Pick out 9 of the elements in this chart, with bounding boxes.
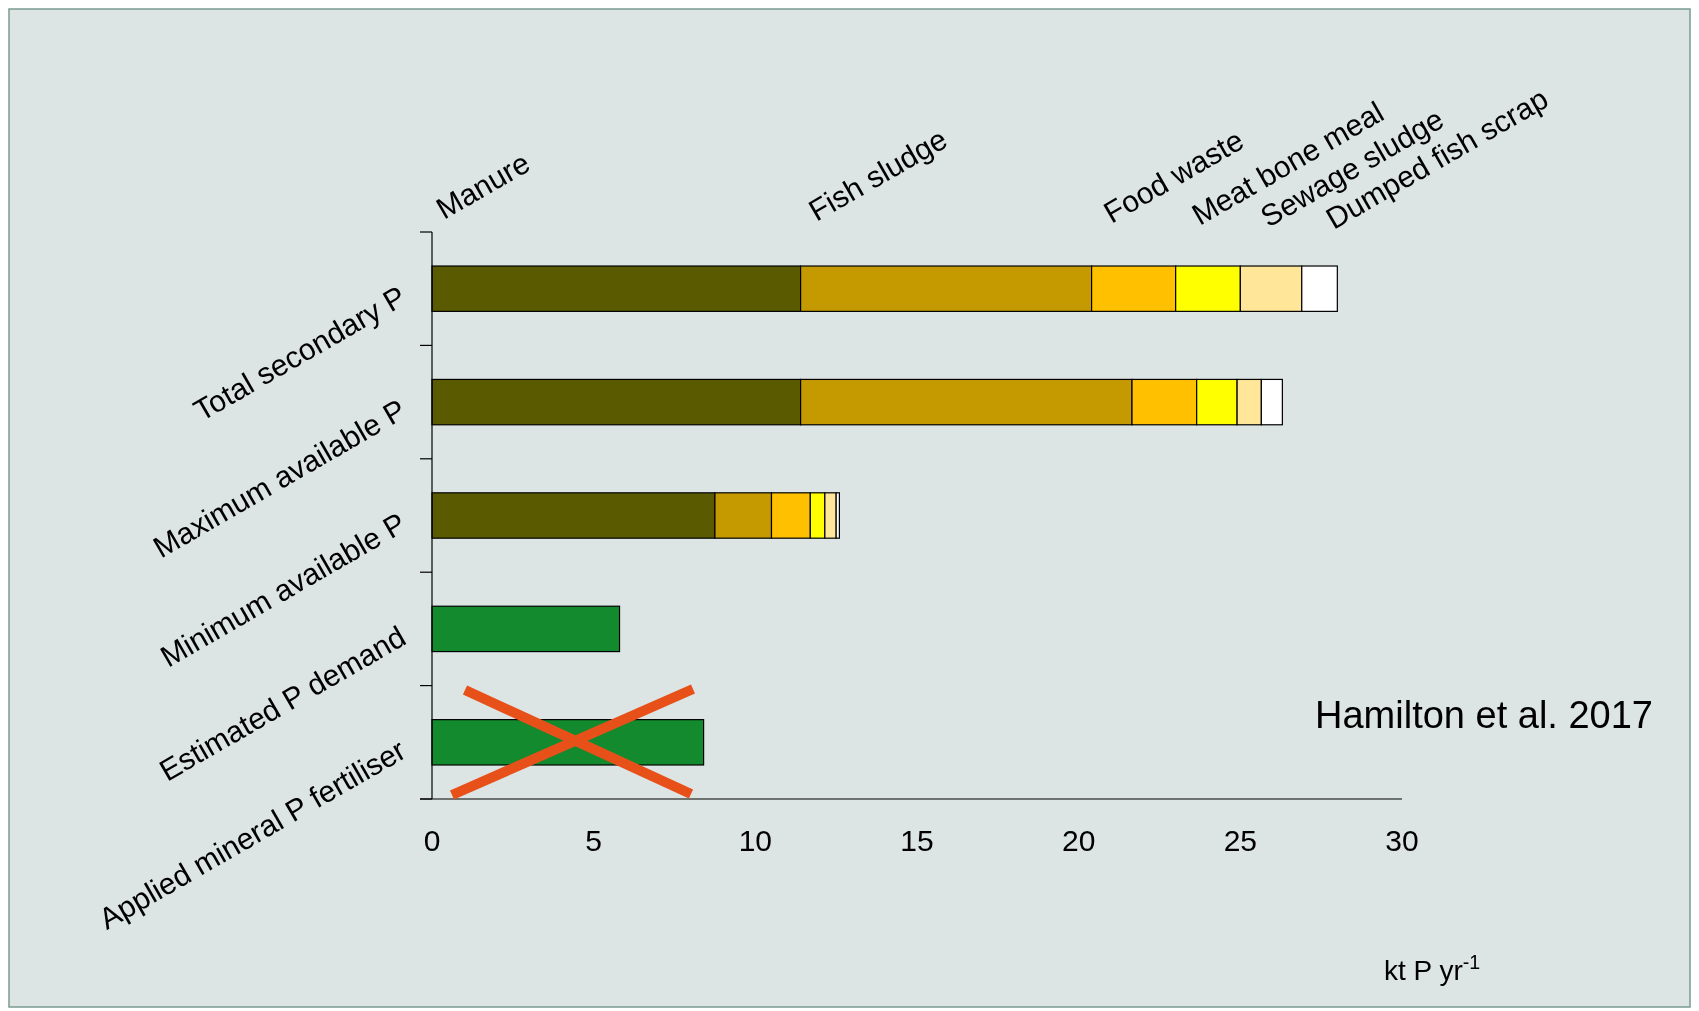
x-tick-label: 10 bbox=[738, 824, 773, 857]
x-tick-label: 0 bbox=[423, 824, 441, 857]
x-tick-label: 15 bbox=[900, 824, 934, 857]
x-tick-label: 30 bbox=[1385, 824, 1419, 857]
annotation: Hamilton et al. 2017 bbox=[1315, 694, 1653, 736]
x-tick-label: 20 bbox=[1061, 824, 1096, 857]
x-axis-title: kt P yr$^{-1}$ bbox=[1384, 951, 1481, 986]
x-tick-label: 5 bbox=[585, 824, 603, 857]
x-tick-label: 25 bbox=[1223, 824, 1258, 857]
